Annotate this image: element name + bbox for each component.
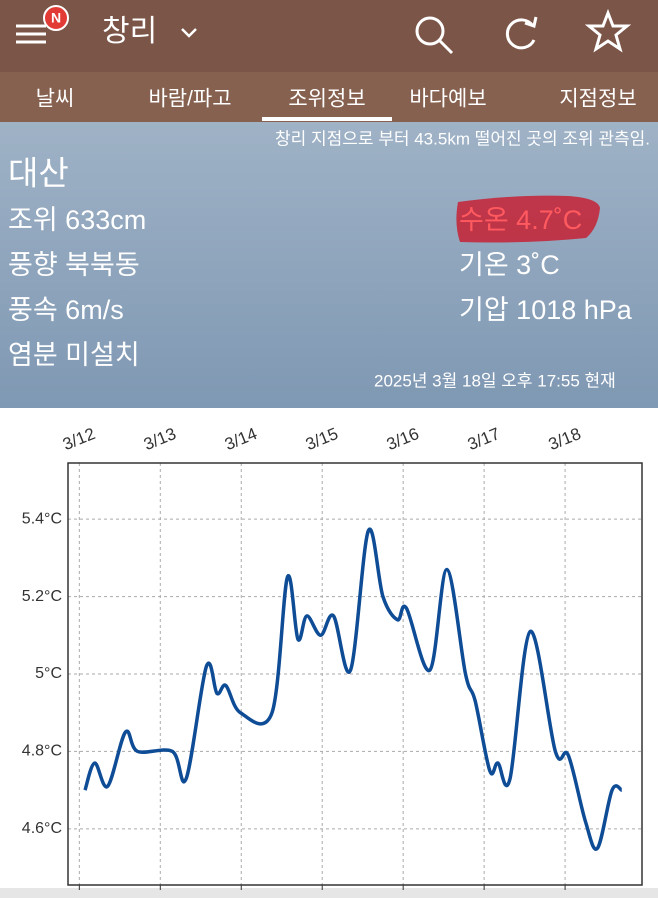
y-tick-label: 5.2°C xyxy=(22,588,62,605)
info-panel xyxy=(0,122,658,408)
tab[interactable]: 지점정보 xyxy=(559,88,636,111)
tab[interactable]: 바람/파고 xyxy=(148,88,231,111)
y-tick-label: 4.8°C xyxy=(22,743,62,760)
y-tick-label: 4.6°C xyxy=(22,820,62,837)
station: 대산 xyxy=(8,155,69,192)
y-tick-label: 5°C xyxy=(35,665,62,682)
tab[interactable]: 바다예보 xyxy=(409,88,486,111)
note: 창리 지점으로 부터 43.5km 떨어진 곳의 조위 관측임. xyxy=(275,129,650,148)
badge-text: N xyxy=(51,10,61,26)
bottom-strip xyxy=(0,888,658,898)
info-row: 조위 633cm xyxy=(8,205,146,235)
highlight xyxy=(456,195,600,243)
tab[interactable]: 날씨 xyxy=(36,88,75,111)
location-title[interactable]: 창리 xyxy=(102,15,157,48)
y-tick-label: 5.4°C xyxy=(22,510,62,527)
tab-bar xyxy=(0,72,658,122)
tab[interactable]: 조위정보 xyxy=(288,88,365,111)
info-row: 염분 미설치 xyxy=(8,340,140,370)
info-row: 기온 3˚C xyxy=(459,250,560,280)
plot-frame xyxy=(67,462,643,886)
chart-area xyxy=(0,408,658,898)
active-tab-indicator xyxy=(262,117,392,121)
info-row: 풍향 북북동 xyxy=(8,250,140,280)
info-row: 풍속 6m/s xyxy=(8,295,124,325)
info-row: 기압 1018 hPa xyxy=(459,295,633,325)
data-line xyxy=(83,527,623,851)
top-bar xyxy=(0,0,658,72)
favorite-button[interactable] xyxy=(584,8,632,53)
menu-button[interactable] xyxy=(16,24,46,44)
badge xyxy=(43,5,69,31)
dropdown-icon[interactable] xyxy=(181,28,197,38)
timestamp: 2025년 3월 18일 오후 17:55 현재 xyxy=(374,371,616,390)
info-row: 수온 4.7˚C xyxy=(459,205,582,235)
search-button[interactable] xyxy=(415,16,454,55)
refresh-button[interactable] xyxy=(505,16,538,50)
